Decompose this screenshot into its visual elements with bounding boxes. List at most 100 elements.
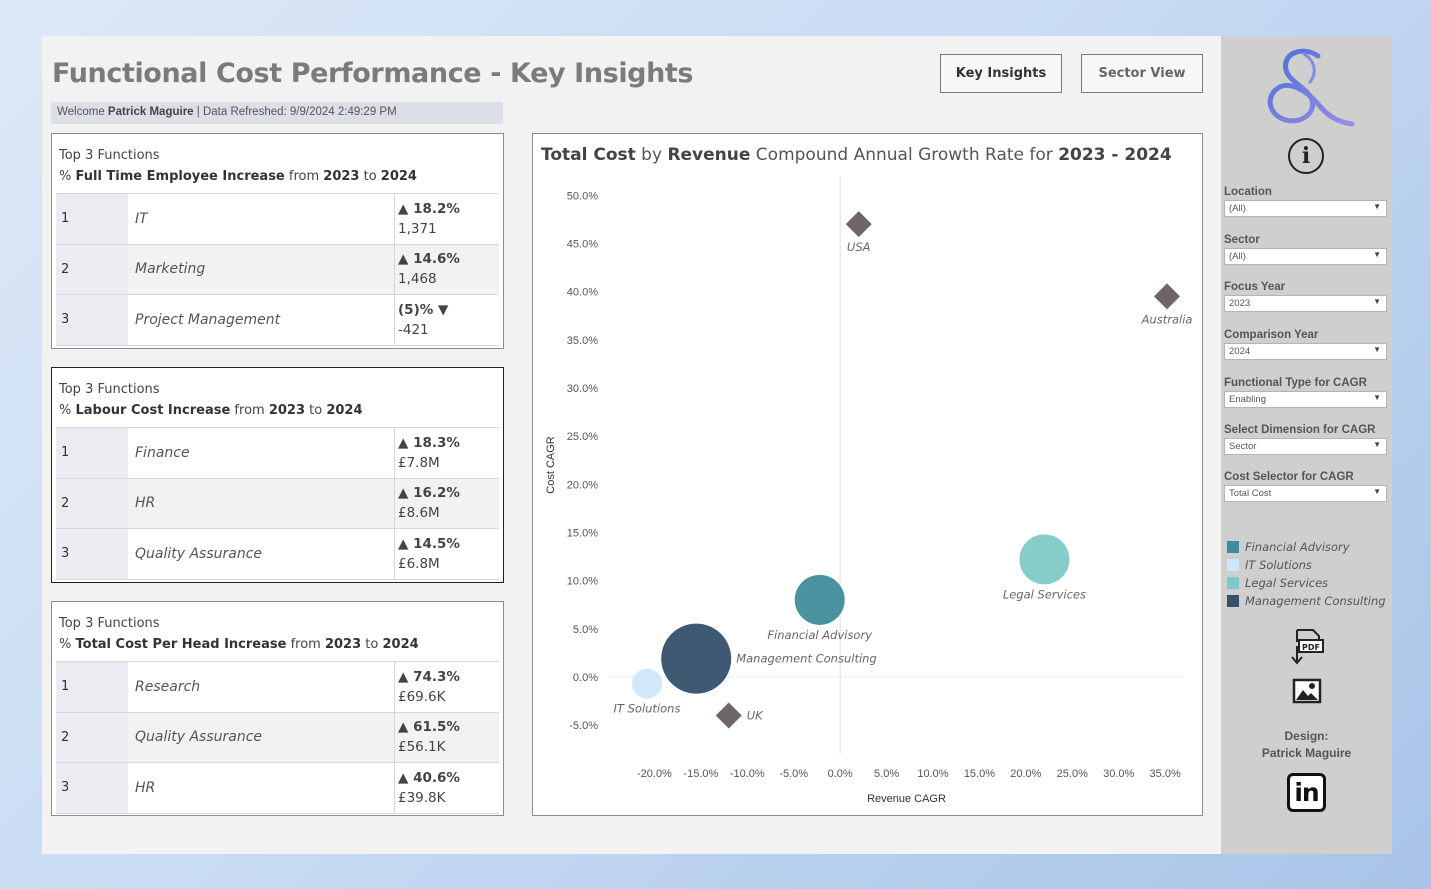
sector-bubble-marker[interactable] bbox=[794, 574, 845, 625]
point-label: Financial Advisory bbox=[767, 628, 872, 642]
abs-change: -421 bbox=[398, 321, 429, 338]
function-cell: Quality Assurance bbox=[128, 712, 395, 762]
value-cell: ▲ 40.6% £39.8K bbox=[395, 763, 499, 813]
filter-label: Sector bbox=[1224, 234, 1260, 246]
dimension-select[interactable]: Sector ▼ bbox=[1224, 438, 1387, 455]
function-cell: Research bbox=[128, 662, 395, 712]
value-cell: ▲ 14.6% 1,468 bbox=[395, 244, 499, 294]
rank-cell: 3 bbox=[56, 763, 128, 813]
legend-swatch bbox=[1227, 577, 1239, 589]
abs-change: £7.8M bbox=[398, 454, 440, 471]
legend-item[interactable]: Financial Advisory bbox=[1227, 538, 1386, 556]
card-table: 1 Research ▲ 74.3% £69.6K 2 Quality Assur… bbox=[56, 661, 499, 814]
table-row[interactable]: 3 HR ▲ 40.6% £39.8K bbox=[56, 763, 499, 814]
function-cell: Finance bbox=[128, 428, 395, 478]
card-header: Top 3 Functions % Full Time Employee Inc… bbox=[52, 134, 503, 193]
designer-name: Patrick Maguire bbox=[1261, 746, 1352, 760]
location-select[interactable]: (All) ▼ bbox=[1224, 200, 1387, 217]
country-point-marker[interactable] bbox=[1154, 283, 1180, 310]
x-tick-label: 0.0% bbox=[828, 768, 853, 780]
x-tick-label: -5.0% bbox=[779, 768, 808, 780]
point-label: IT Solutions bbox=[614, 702, 681, 716]
filter-functional-type: Functional Type for CAGR Enabling ▼ bbox=[1224, 377, 1387, 408]
info-icon[interactable]: i bbox=[1288, 138, 1324, 174]
table-row[interactable]: 3 Quality Assurance ▲ 14.5% £6.8M bbox=[56, 529, 499, 580]
table-row[interactable]: 1 Finance ▲ 18.3% £7.8M bbox=[56, 428, 499, 479]
sector-bubble-marker[interactable] bbox=[632, 668, 662, 699]
page-title: Functional Cost Performance - Key Insigh… bbox=[52, 58, 694, 89]
card-header: Top 3 Functions % Labour Cost Increase f… bbox=[52, 368, 503, 427]
sector-select[interactable]: (All) ▼ bbox=[1224, 248, 1387, 265]
filter-label: Functional Type for CAGR bbox=[1224, 377, 1367, 389]
function-cell: IT bbox=[128, 194, 395, 244]
sector-view-button[interactable]: Sector View bbox=[1081, 54, 1203, 93]
legend-item[interactable]: Management Consulting bbox=[1227, 592, 1386, 610]
sector-bubble-marker[interactable] bbox=[1019, 534, 1070, 585]
refreshed-prefix: | Data Refreshed: bbox=[193, 106, 290, 118]
filter-label: Select Dimension for CAGR bbox=[1224, 424, 1376, 436]
pct-change: ▲ 40.6% bbox=[398, 769, 460, 786]
chevron-down-icon: ▼ bbox=[1373, 202, 1381, 211]
country-point-marker[interactable] bbox=[845, 211, 872, 238]
point-label: Management Consulting bbox=[736, 652, 877, 666]
y-tick-label: 20.0% bbox=[567, 479, 598, 491]
value-cell: ▲ 18.3% £7.8M bbox=[395, 428, 499, 478]
y-axis-title: Cost CAGR bbox=[545, 436, 557, 494]
welcome-prefix: Welcome bbox=[57, 106, 108, 118]
filter-label: Location bbox=[1224, 186, 1272, 198]
chart-title: Total Cost by Revenue Compound Annual Gr… bbox=[541, 145, 1172, 165]
card-line2: % Total Cost Per Head Increase from 2023… bbox=[59, 637, 419, 652]
rank-cell: 3 bbox=[56, 295, 128, 345]
table-row[interactable]: 2 Quality Assurance ▲ 61.5% £56.1K bbox=[56, 712, 499, 763]
function-cell: Quality Assurance bbox=[128, 529, 395, 579]
table-row[interactable]: 3 Project Management (5)% ▼ -421 bbox=[56, 295, 499, 346]
pct-change: (5)% ▼ bbox=[398, 301, 449, 318]
card-table: 1 Finance ▲ 18.3% £7.8M 2 HR ▲ 16.2% £8.6M… bbox=[56, 427, 499, 580]
y-tick-label: 0.0% bbox=[573, 672, 598, 684]
x-tick-label: 15.0% bbox=[964, 768, 995, 780]
filter-label: Focus Year bbox=[1224, 281, 1286, 293]
sector-bubble-marker[interactable] bbox=[661, 623, 732, 694]
dashboard: Functional Cost Performance - Key Insigh… bbox=[42, 36, 1221, 854]
design-credit: Design: Patrick Maguire bbox=[1221, 728, 1392, 762]
country-point-marker[interactable] bbox=[715, 702, 742, 729]
function-cell: HR bbox=[128, 478, 395, 528]
table-row[interactable]: 1 IT ▲ 18.2% 1,371 bbox=[56, 194, 499, 245]
legend-item[interactable]: Legal Services bbox=[1227, 574, 1386, 592]
x-tick-label: 5.0% bbox=[874, 768, 899, 780]
x-tick-label: -10.0% bbox=[730, 768, 765, 780]
y-tick-label: 45.0% bbox=[567, 238, 598, 250]
scatter-plot[interactable]: -5.0% 0.0% 5.0% 10.0% 15.0% 20.0% 25.0% 30.0% 35… bbox=[533, 134, 1204, 817]
rank-cell: 1 bbox=[56, 428, 128, 478]
filter-comparison-year: Comparison Year 2024 ▼ bbox=[1224, 329, 1387, 360]
rank-cell: 3 bbox=[56, 529, 128, 579]
legend-swatch bbox=[1227, 559, 1239, 571]
comparison-year-select[interactable]: 2024 ▼ bbox=[1224, 343, 1387, 360]
pdf-download-icon[interactable]: PDF bbox=[1289, 628, 1325, 666]
cost-per-head-card: Top 3 Functions % Total Cost Per Head In… bbox=[51, 601, 504, 816]
function-cell: Project Management bbox=[128, 295, 395, 345]
legend-item[interactable]: IT Solutions bbox=[1227, 556, 1386, 574]
focus-year-select[interactable]: 2023 ▼ bbox=[1224, 295, 1387, 312]
function-cell: Marketing bbox=[128, 244, 395, 294]
image-export-icon[interactable] bbox=[1292, 678, 1322, 704]
y-tick-label: 40.0% bbox=[567, 287, 598, 299]
y-tick-label: 15.0% bbox=[567, 527, 598, 539]
functional-type-select[interactable]: Enabling ▼ bbox=[1224, 391, 1387, 408]
card-line2: % Full Time Employee Increase from 2023 … bbox=[59, 169, 417, 184]
table-row[interactable]: 2 HR ▲ 16.2% £8.6M bbox=[56, 478, 499, 529]
filter-focus-year: Focus Year 2023 ▼ bbox=[1224, 281, 1387, 312]
table-row[interactable]: 1 Research ▲ 74.3% £69.6K bbox=[56, 662, 499, 713]
key-insights-button[interactable]: Key Insights bbox=[940, 54, 1062, 93]
rank-cell: 1 bbox=[56, 662, 128, 712]
card-line1: Top 3 Functions bbox=[59, 382, 160, 397]
brand-logo-icon bbox=[1267, 48, 1355, 127]
cost-selector-select[interactable]: Total Cost ▼ bbox=[1224, 485, 1387, 502]
linkedin-icon[interactable]: in bbox=[1287, 773, 1326, 812]
filter-label: Comparison Year bbox=[1224, 329, 1319, 341]
table-row[interactable]: 2 Marketing ▲ 14.6% 1,468 bbox=[56, 244, 499, 295]
point-label: USA bbox=[847, 240, 871, 254]
welcome-bar: Welcome Patrick Maguire | Data Refreshed… bbox=[51, 102, 503, 124]
pct-change: ▲ 18.2% bbox=[398, 200, 460, 217]
value-cell: ▲ 18.2% 1,371 bbox=[395, 194, 499, 244]
